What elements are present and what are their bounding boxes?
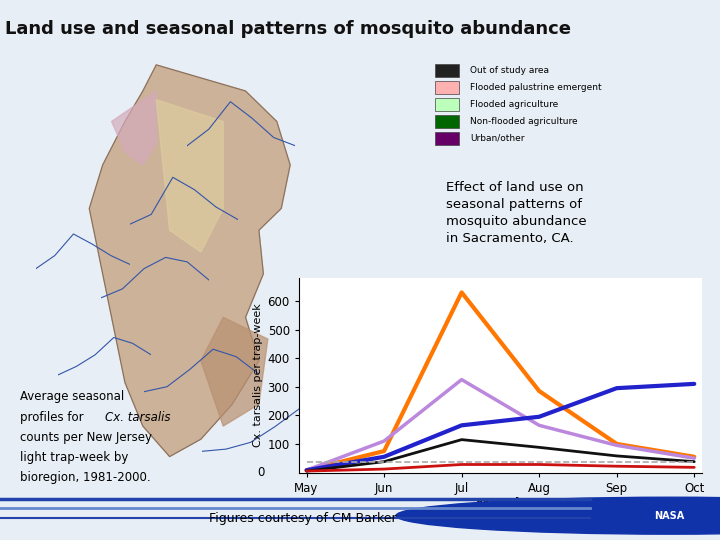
Bar <box>435 98 459 111</box>
Bar <box>435 115 459 128</box>
Text: Effect of land use on
seasonal patterns of
mosquito abundance
in Sacramento, CA.: Effect of land use on seasonal patterns … <box>446 181 586 245</box>
Text: NASA: NASA <box>654 511 685 521</box>
Text: Land use and seasonal patterns of mosquito abundance: Land use and seasonal patterns of mosqui… <box>5 21 571 38</box>
Text: counts per New Jersey: counts per New Jersey <box>20 431 152 444</box>
Text: Urban/other: Urban/other <box>470 134 525 143</box>
Text: Out of study area: Out of study area <box>470 66 549 75</box>
Y-axis label: Cx. tarsalis per trap-week: Cx. tarsalis per trap-week <box>253 303 264 447</box>
Text: bioregion, 1981-2000.: bioregion, 1981-2000. <box>20 471 150 484</box>
Text: profiles for: profiles for <box>20 410 87 423</box>
Polygon shape <box>156 100 223 252</box>
X-axis label: Month: Month <box>475 497 526 511</box>
Text: Flooded agriculture: Flooded agriculture <box>470 100 559 109</box>
Text: Average seasonal: Average seasonal <box>20 390 124 403</box>
Text: light trap-week by: light trap-week by <box>20 451 128 464</box>
Text: Flooded palustrine emergent: Flooded palustrine emergent <box>470 83 602 92</box>
Text: Figures courtesy of CM Barker: Figures courtesy of CM Barker <box>209 511 396 525</box>
Bar <box>435 64 459 77</box>
Polygon shape <box>89 65 290 457</box>
Polygon shape <box>112 91 156 165</box>
Text: 0: 0 <box>257 466 264 479</box>
Text: Cx. tarsalis: Cx. tarsalis <box>106 410 171 423</box>
Circle shape <box>396 497 720 534</box>
Bar <box>435 132 459 145</box>
Polygon shape <box>201 318 268 426</box>
Text: Non-flooded agriculture: Non-flooded agriculture <box>470 117 578 126</box>
Bar <box>435 81 459 94</box>
